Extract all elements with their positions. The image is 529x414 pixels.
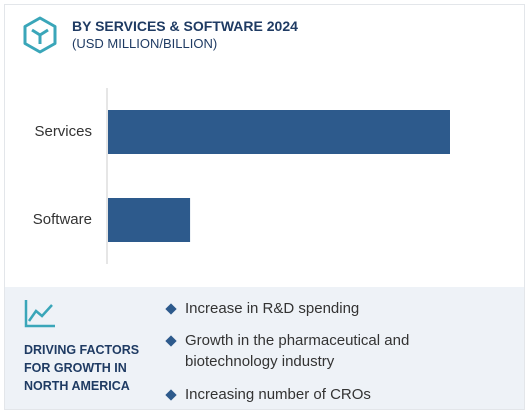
frame xyxy=(4,4,525,410)
factor-item: Increase in R&D spending xyxy=(185,300,360,317)
plot: Services Software xyxy=(33,88,450,264)
hex-icon xyxy=(23,16,57,54)
factors-title: DRIVING FACTORS FOR GROWTH IN NORTH AMER… xyxy=(24,343,140,393)
category-label: Software xyxy=(33,211,92,228)
bar xyxy=(108,198,191,242)
factor-item: Increasing number of CROs xyxy=(185,386,371,403)
subtitle: (USD MILLION/BILLION) xyxy=(72,36,218,51)
chart-icon xyxy=(24,300,55,328)
factors-panel xyxy=(5,287,524,409)
title: BY SERVICES & SOFTWARE 2024 xyxy=(72,18,298,34)
category-label: Services xyxy=(34,123,92,140)
factor-item: Growth in the pharmaceutical and biotech… xyxy=(185,332,410,370)
bar xyxy=(108,110,450,154)
